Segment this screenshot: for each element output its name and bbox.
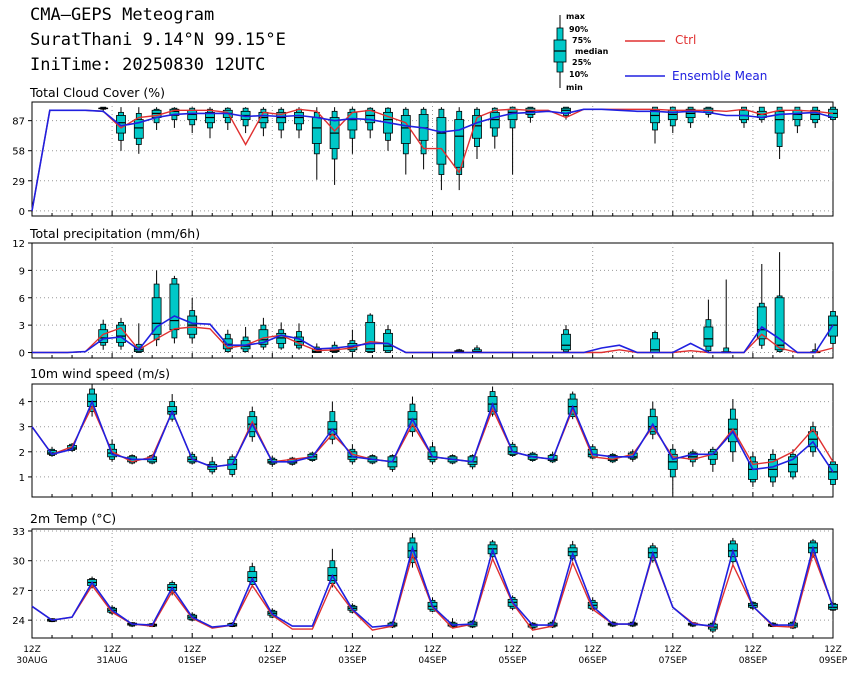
y-tick-label: 33 (12, 527, 25, 538)
x-axis-date-label: 01SEP (178, 656, 207, 666)
x-axis-hour-label: 12Z (23, 645, 41, 655)
y-tick-label: 3 (19, 423, 25, 434)
box-inner (98, 329, 109, 343)
box-inner (311, 117, 322, 144)
x-axis-date-label: 30AUG (16, 656, 47, 666)
y-tick-label: 0 (19, 207, 25, 218)
x-axis-hour-label: 12Z (744, 645, 762, 655)
y-tick-label: 9 (19, 266, 25, 277)
legend-box-p90-label: 90% (569, 25, 589, 34)
y-tick-label: 30 (12, 557, 25, 568)
y-tick-label: 58 (12, 147, 25, 158)
y-tick-label: 6 (19, 294, 25, 305)
box-inner (650, 109, 660, 124)
x-axis-hour-label: 12Z (664, 645, 682, 655)
y-tick-label: 27 (12, 586, 25, 597)
y-tick-label: 3 (19, 321, 25, 332)
box-inner (454, 119, 465, 168)
x-axis-date-label: 03SEP (338, 656, 367, 666)
y-tick-label: 0 (19, 349, 25, 360)
box-inner (383, 332, 393, 352)
x-axis-date-label: 08SEP (739, 656, 768, 666)
x-axis-date-label: 06SEP (579, 656, 608, 666)
x-axis-hour-label: 12Z (584, 645, 602, 655)
ctrl-line (31, 108, 834, 211)
x-axis-hour-label: 12Z (504, 645, 522, 655)
y-tick-label: 87 (12, 117, 25, 128)
legend-box-p25-label: 25% (572, 58, 592, 67)
y-tick-label: 4 (19, 398, 25, 409)
x-axis-hour-label: 12Z (424, 645, 442, 655)
chart-title: CMA—GEPS Meteogram (30, 5, 215, 25)
x-axis-date-label: 07SEP (659, 656, 688, 666)
legend-mean-label: Ensemble Mean (672, 69, 768, 83)
y-tick-label: 12 (12, 239, 25, 250)
x-axis-date-label: 02SEP (258, 656, 287, 666)
box-inner (703, 326, 714, 347)
legend-box-p75-label: 75% (572, 36, 592, 45)
box-inner (169, 283, 180, 331)
panel-title-cloud: Total Cloud Cover (%) (30, 85, 166, 100)
x-axis-hour-label: 12Z (183, 645, 201, 655)
legend-box-median-label: median (575, 47, 609, 56)
panel-title-temp: 2m Temp (°C) (30, 511, 117, 526)
x-axis-hour-label: 12Z (263, 645, 281, 655)
mean-line (32, 315, 834, 354)
legend-box-min-label: min (566, 83, 583, 92)
box-inner (133, 119, 144, 139)
legend-box-max-label: max (566, 12, 585, 21)
box-inner (400, 115, 411, 144)
y-tick-label: 29 (12, 177, 25, 188)
legend-box-p10-label: 10% (569, 70, 589, 79)
panel-title-precip: Total precipitation (mm/6h) (30, 226, 201, 241)
y-tick-label: 24 (12, 616, 25, 627)
x-axis-date-label: 05SEP (498, 656, 527, 666)
init-time-label: IniTime: 20250830 12UTC (30, 55, 266, 75)
box-inner (650, 338, 660, 353)
panel-title-wind: 10m wind speed (m/s) (30, 366, 170, 381)
y-tick-label: 1 (19, 473, 25, 484)
x-axis-hour-label: 12Z (344, 645, 362, 655)
box-inner (748, 461, 758, 480)
box-inner (774, 297, 785, 351)
box-inner (151, 297, 162, 335)
y-tick-label: 2 (19, 448, 25, 459)
box-inner (774, 110, 785, 134)
box-inner (472, 115, 482, 139)
x-axis-hour-label: 12Z (103, 645, 121, 655)
x-axis-date-label: 31AUG (97, 656, 128, 666)
mean-line (31, 399, 834, 473)
box-inner (561, 333, 571, 351)
mean-line (31, 544, 834, 628)
box-inner (365, 322, 376, 353)
location-label: SuratThani 9.14°N 99.15°E (30, 30, 286, 50)
x-axis-date-label: 09SEP (819, 656, 848, 666)
x-axis-date-label: 04SEP (418, 656, 447, 666)
mean-line (31, 108, 834, 211)
box-inner (436, 117, 447, 165)
box-inner (169, 108, 180, 116)
box-inner (247, 571, 258, 582)
legend-ctrl-label: Ctrl (675, 33, 697, 47)
x-axis-hour-label: 12Z (824, 645, 842, 655)
box-inner (756, 306, 767, 340)
